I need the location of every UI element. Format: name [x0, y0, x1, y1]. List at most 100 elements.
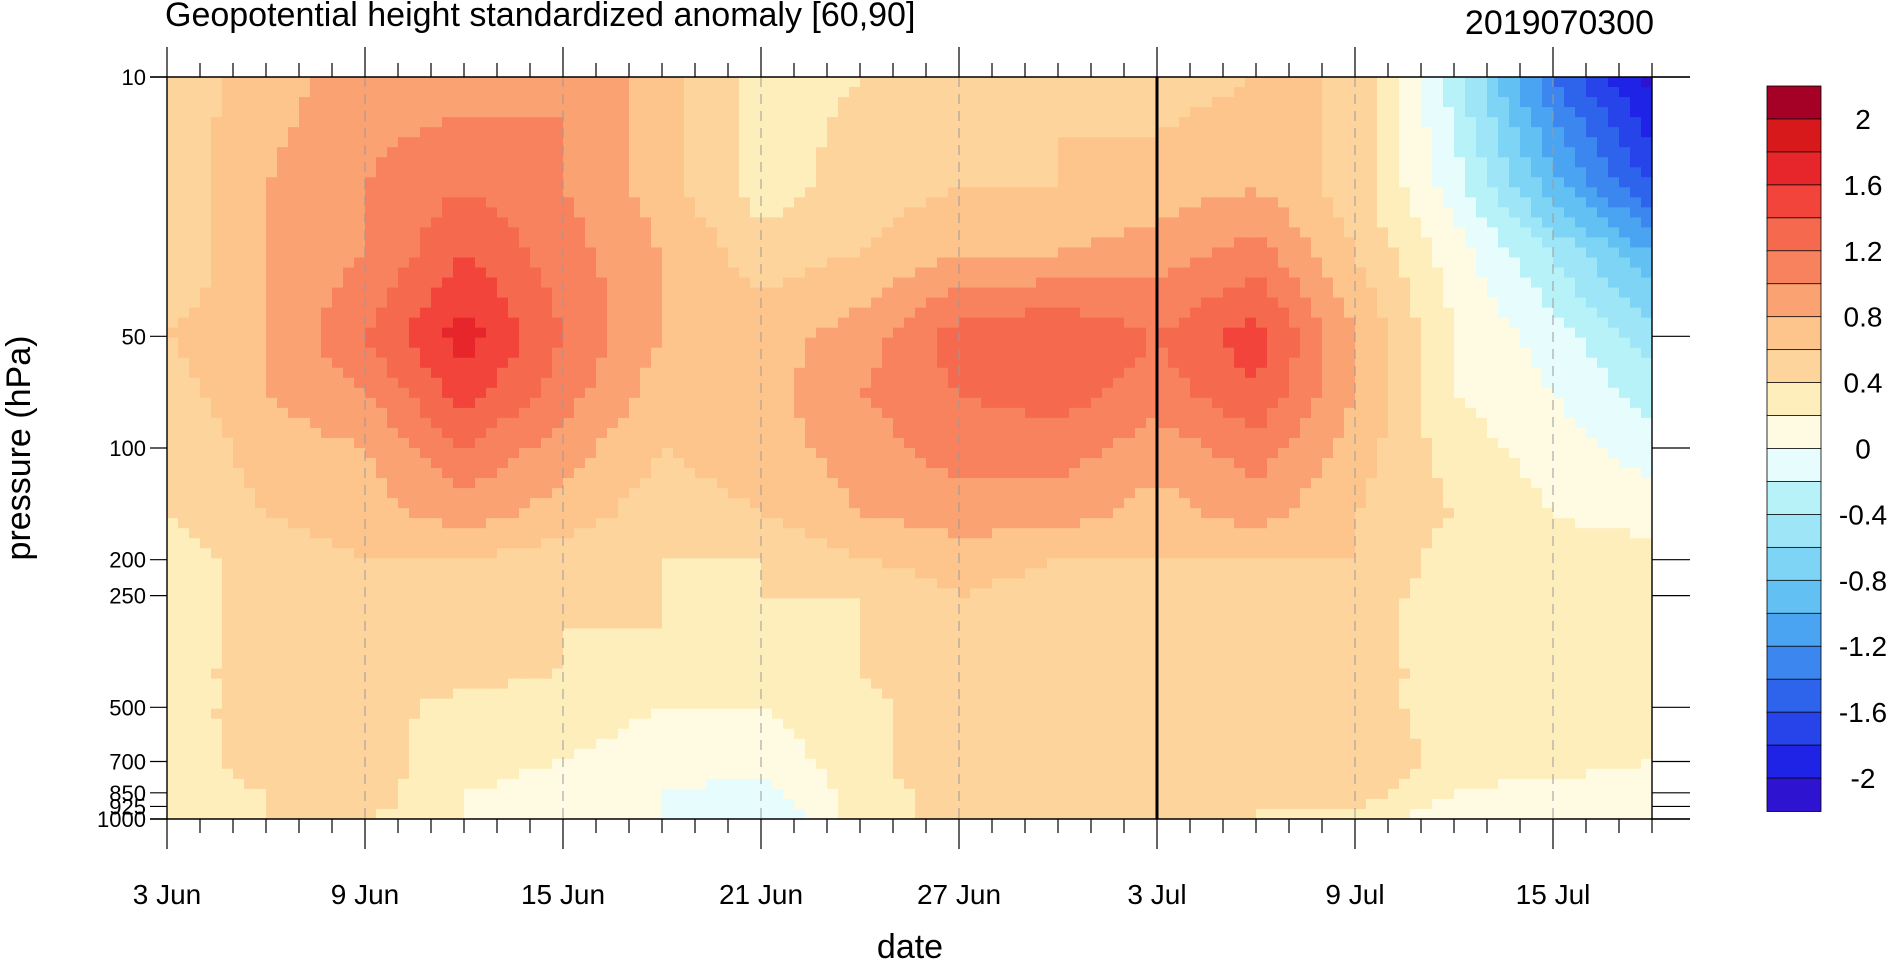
heat-cell — [244, 307, 256, 319]
heat-cell — [849, 357, 861, 369]
heat-cell — [1476, 137, 1488, 148]
heat-cell — [178, 417, 190, 429]
heat-cell — [1421, 257, 1433, 269]
heat-cell — [1080, 97, 1092, 108]
heat-cell — [1102, 157, 1114, 168]
heat-cell — [167, 448, 179, 459]
heat-cell — [1190, 427, 1202, 439]
heat-cell — [805, 247, 817, 259]
heat-cell — [1531, 187, 1543, 198]
heat-cell — [992, 187, 1004, 198]
heat-cell — [1201, 177, 1213, 188]
heat-cell — [893, 357, 905, 369]
heat-cell — [310, 237, 322, 249]
heat-cell — [1333, 327, 1345, 339]
heat-cell — [1047, 307, 1059, 319]
heat-cell — [1289, 387, 1301, 399]
heat-cell — [1344, 427, 1356, 439]
heat-cell — [1487, 197, 1499, 208]
heat-cell — [442, 107, 454, 118]
heat-cell — [1531, 397, 1543, 409]
heat-cell — [1256, 127, 1268, 138]
heat-cell — [717, 177, 729, 188]
heat-cell — [409, 417, 421, 429]
heat-cell — [1047, 417, 1059, 429]
heat-cell — [200, 247, 212, 259]
heat-cell — [926, 257, 938, 269]
heat-cell — [299, 167, 311, 178]
heat-cell — [1509, 347, 1521, 359]
heat-cell — [1432, 177, 1444, 188]
heat-cell — [1443, 377, 1455, 389]
heat-cell — [288, 407, 300, 419]
heat-cell — [1454, 367, 1466, 379]
heat-cell — [618, 407, 630, 419]
heat-cell — [1476, 377, 1488, 389]
heat-cell — [365, 107, 377, 118]
heat-cell — [1311, 247, 1323, 259]
heat-cell — [508, 167, 520, 178]
heat-cell — [1168, 427, 1180, 439]
heat-cell — [431, 167, 443, 178]
heat-cell — [1047, 187, 1059, 198]
heat-cell — [717, 187, 729, 198]
heat-cell — [970, 257, 982, 269]
heat-cell — [1234, 137, 1246, 148]
heat-cell — [750, 227, 762, 239]
heat-cell — [332, 427, 344, 439]
heat-cell — [277, 277, 289, 289]
heat-cell — [1388, 167, 1400, 178]
heat-cell — [1498, 187, 1510, 198]
heat-cell — [508, 287, 520, 299]
heat-cell — [299, 387, 311, 399]
heat-cell — [629, 297, 641, 309]
heat-cell — [1003, 187, 1015, 198]
heat-cell — [750, 377, 762, 389]
heat-cell — [1641, 157, 1652, 168]
heat-cell — [354, 167, 366, 178]
heat-cell — [1509, 327, 1521, 339]
heat-cell — [1641, 207, 1652, 218]
heat-cell — [233, 307, 245, 319]
heat-cell — [1619, 107, 1631, 118]
heat-cell — [398, 207, 410, 218]
heat-cell — [1157, 397, 1169, 409]
heat-cell — [585, 167, 597, 178]
heat-cell — [1091, 317, 1103, 329]
heat-cell — [519, 107, 531, 118]
heat-cell — [497, 417, 509, 429]
heat-cell — [310, 387, 322, 399]
heat-cell — [1454, 227, 1466, 239]
heat-cell — [1564, 267, 1576, 279]
heat-cell — [1003, 197, 1015, 208]
heat-cell — [343, 427, 355, 439]
heat-cell — [618, 177, 630, 188]
heat-cell — [1333, 407, 1345, 419]
heat-cell — [959, 117, 971, 128]
heat-cell — [1487, 347, 1499, 359]
heat-cell — [442, 217, 454, 229]
heat-cell — [1212, 237, 1224, 249]
heat-cell — [1377, 397, 1389, 409]
heat-cell — [530, 237, 542, 249]
heat-cell — [805, 377, 817, 389]
heat-cell — [860, 77, 872, 88]
heat-cell — [871, 387, 883, 399]
heat-cell — [233, 167, 245, 178]
heat-cell — [1432, 267, 1444, 279]
heat-cell — [695, 227, 707, 239]
heat-cell — [1245, 217, 1257, 229]
heat-cell — [508, 187, 520, 198]
heat-cell — [706, 257, 718, 269]
heat-cell — [332, 317, 344, 329]
heat-cell — [1146, 187, 1158, 198]
heat-cell — [1168, 357, 1180, 369]
heat-cell — [1564, 127, 1576, 138]
heat-cell — [1333, 247, 1345, 259]
heat-cell — [1520, 247, 1532, 259]
heat-cell — [1410, 147, 1422, 158]
heat-cell — [1223, 387, 1235, 399]
heat-cell — [948, 297, 960, 309]
heat-cell — [805, 437, 817, 449]
heat-cell — [321, 107, 333, 118]
